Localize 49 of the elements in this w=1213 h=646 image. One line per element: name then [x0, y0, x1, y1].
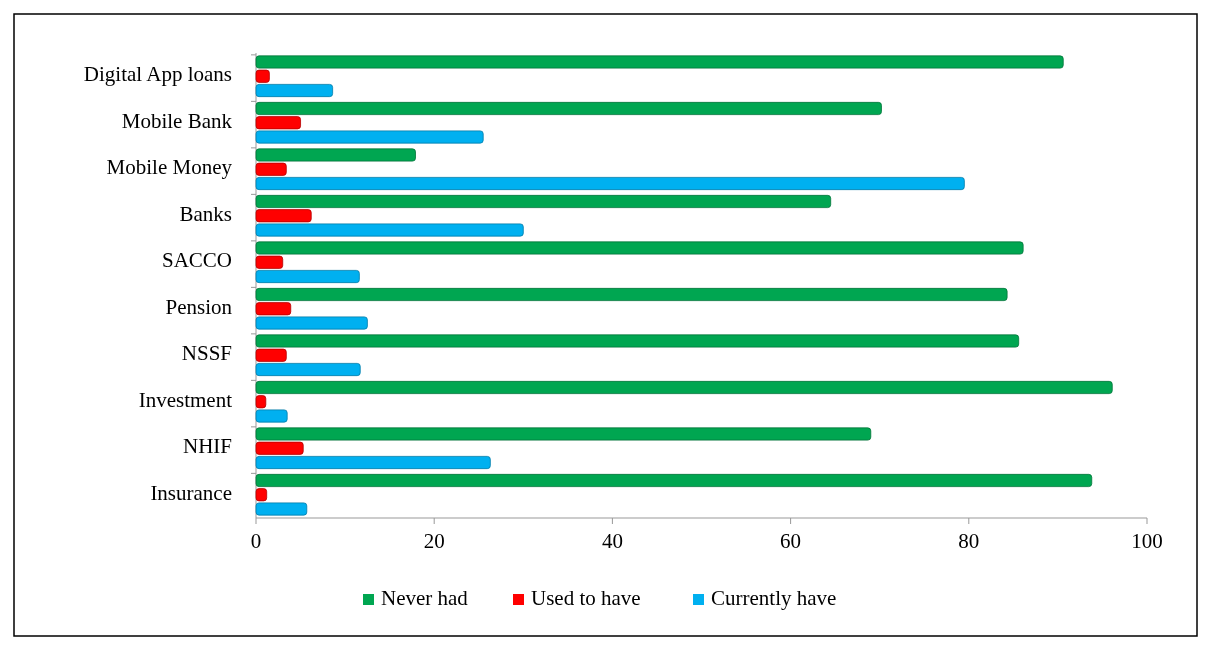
y-tick-label: Pension	[165, 294, 233, 319]
y-tick-label: NHIF	[182, 434, 232, 459]
bar	[255, 316, 368, 330]
bar	[255, 502, 308, 516]
bar	[255, 409, 288, 423]
y-tick-label: Digital App loans	[83, 62, 232, 87]
y-tick-label: Banks	[179, 201, 232, 226]
bar	[255, 302, 292, 316]
bar	[255, 69, 270, 83]
y-tick-label: NSSF	[181, 341, 232, 366]
bar	[255, 148, 416, 162]
x-tick-label: 80	[958, 529, 980, 553]
bar	[255, 348, 287, 362]
bar	[255, 334, 1020, 348]
bar	[255, 55, 1064, 69]
bar	[255, 488, 268, 502]
y-tick-label: Mobile Money	[106, 155, 233, 180]
bar	[255, 83, 334, 98]
bar	[255, 287, 1008, 302]
x-tick-label: 40	[601, 529, 623, 553]
legend-label: Never had	[381, 585, 469, 610]
bar	[255, 362, 361, 377]
bar	[255, 209, 312, 223]
bar	[255, 116, 301, 130]
legend-label: Used to have	[531, 585, 641, 610]
y-tick-label: Investment	[138, 387, 233, 412]
bar	[255, 194, 832, 209]
bar	[255, 380, 1113, 395]
legend-label: Currently have	[711, 585, 837, 610]
bar	[255, 241, 1024, 255]
y-tick-label: Mobile Bank	[121, 108, 233, 133]
bar	[255, 427, 872, 441]
bar	[255, 455, 491, 470]
y-tick-label: SACCO	[161, 248, 232, 273]
bar	[255, 255, 284, 269]
x-tick-label: 100	[1131, 529, 1163, 553]
y-tick-label: Insurance	[150, 480, 232, 505]
x-tick-label: 0	[250, 529, 262, 553]
bar	[255, 130, 484, 144]
bar	[255, 176, 965, 191]
bar	[255, 441, 304, 455]
bar	[255, 269, 360, 284]
bar	[255, 473, 1093, 488]
bar	[255, 101, 882, 116]
bar	[255, 395, 267, 409]
x-tick-label: 20	[423, 529, 445, 553]
bar	[255, 162, 287, 176]
bar	[255, 223, 524, 237]
x-tick-label: 60	[780, 529, 802, 553]
